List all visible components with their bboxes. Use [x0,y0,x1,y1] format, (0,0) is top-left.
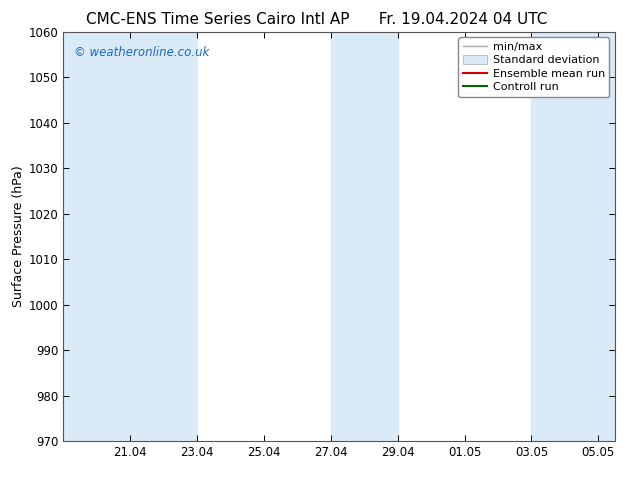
Bar [130,32,197,441]
Text: CMC-ENS Time Series Cairo Intl AP      Fr. 19.04.2024 04 UTC: CMC-ENS Time Series Cairo Intl AP Fr. 19… [86,12,548,27]
Text: © weatheronline.co.uk: © weatheronline.co.uk [74,46,210,59]
Legend: min/max, Standard deviation, Ensemble mean run, Controll run: min/max, Standard deviation, Ensemble me… [458,37,609,97]
Bar [63,32,130,441]
Bar [531,32,615,441]
Y-axis label: Surface Pressure (hPa): Surface Pressure (hPa) [11,166,25,307]
Bar [331,32,398,441]
